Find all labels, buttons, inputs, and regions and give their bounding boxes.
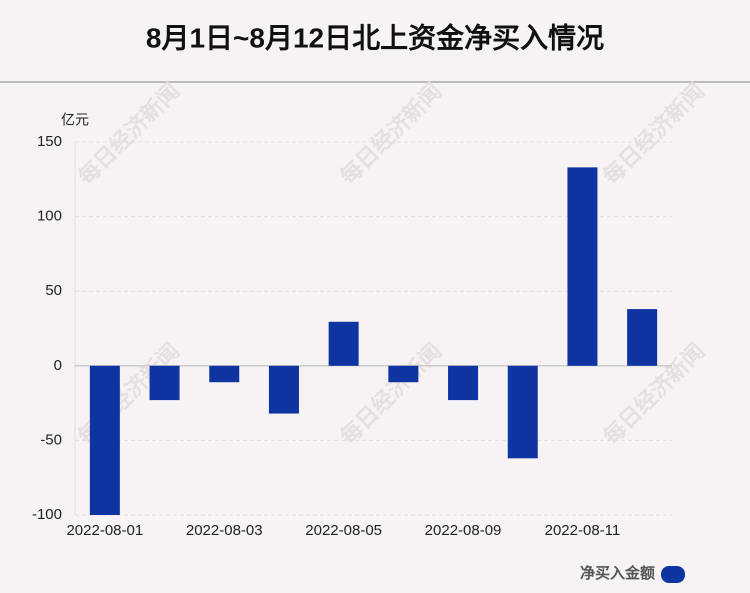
- bar: [567, 167, 598, 366]
- legend-swatch: [661, 566, 685, 583]
- x-tick-label: 2022-08-09: [425, 522, 502, 539]
- bar: [209, 365, 240, 383]
- bar: [149, 365, 180, 401]
- bar: [89, 365, 120, 515]
- y-tick-label: 0: [54, 357, 62, 374]
- x-tick-label: 2022-08-11: [545, 522, 621, 539]
- y-tick-label: -100: [32, 506, 62, 523]
- y-tick-label: 50: [45, 282, 62, 299]
- x-tick-label: 2022-08-01: [66, 522, 143, 539]
- bar: [388, 365, 419, 383]
- bar: [627, 309, 658, 366]
- legend-label: 净买入金额: [580, 564, 655, 582]
- x-tick-label: 2022-08-03: [186, 522, 263, 539]
- bar: [507, 365, 538, 459]
- bar: [328, 321, 359, 366]
- y-tick-label: 100: [37, 208, 62, 225]
- y-tick-label: 150: [37, 133, 62, 150]
- chart-title: 8月1日~8月12日北上资金净买入情况: [146, 21, 604, 53]
- y-tick-label: -50: [40, 431, 62, 448]
- bar: [268, 365, 299, 414]
- bar: [448, 365, 479, 401]
- y-unit: 亿元: [61, 112, 89, 128]
- x-tick-label: 2022-08-05: [305, 522, 382, 539]
